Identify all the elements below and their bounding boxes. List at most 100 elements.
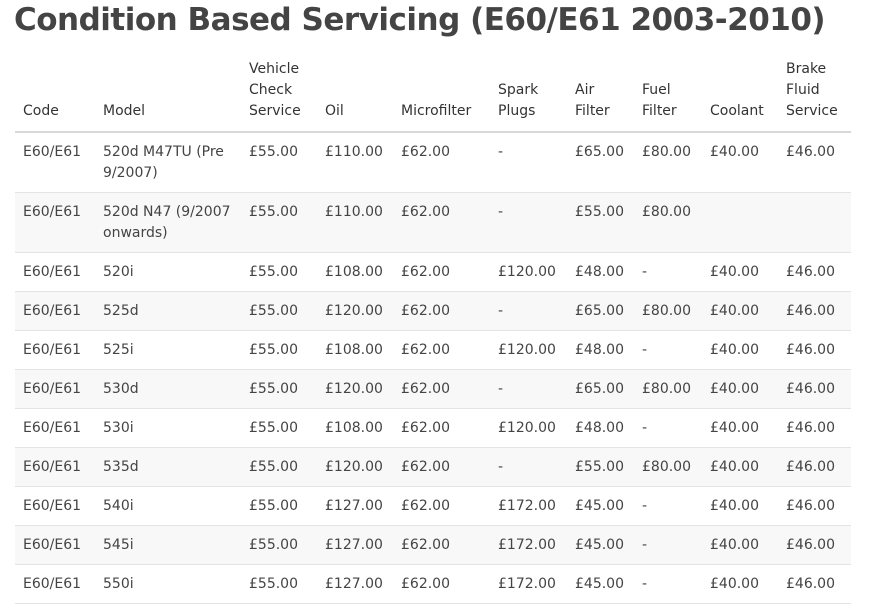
cell-spark-plugs: - <box>490 447 567 487</box>
cell-microfilter: £62.00 <box>393 330 490 370</box>
table-header: Code Model Vehicle Check Service Oil Microfi… <box>15 56 851 133</box>
column-header-code: Code <box>15 56 95 133</box>
cell-code: E60/E61 <box>15 486 95 526</box>
cell-fuel-filter: - <box>634 252 702 292</box>
cell-model: 535d <box>95 447 241 487</box>
cell-air-filter: £45.00 <box>567 486 634 526</box>
column-header-fuel-filter: Fuel Filter <box>634 56 702 133</box>
cell-spark-plugs: £172.00 <box>490 525 567 565</box>
cell-microfilter: £62.00 <box>393 369 490 409</box>
cell-microfilter: £62.00 <box>393 564 490 604</box>
cell-spark-plugs: £120.00 <box>490 252 567 292</box>
cell-model: 530d <box>95 369 241 409</box>
cell-fuel-filter: - <box>634 525 702 565</box>
cell-oil: £108.00 <box>317 408 393 448</box>
cell-air-filter: £48.00 <box>567 252 634 292</box>
cell-vehicle-check-service: £55.00 <box>241 252 317 292</box>
column-header-spark-plugs: Spark Plugs <box>490 56 567 133</box>
cell-vehicle-check-service: £55.00 <box>241 564 317 604</box>
cell-oil: £108.00 <box>317 330 393 370</box>
table-row: E60/E61 535d £55.00 £120.00 £62.00- £55.00 £80… <box>15 447 851 487</box>
cell-vehicle-check-service: £55.00 <box>241 525 317 565</box>
column-header-microfilter: Microfilter <box>393 56 490 133</box>
cell-air-filter: £65.00 <box>567 132 634 193</box>
column-header-model: Model <box>95 56 241 133</box>
cell-model: 520d M47TU (Pre 9/2007) <box>95 132 241 193</box>
service-price-table: Code Model Vehicle Check Service Oil Microfi… <box>15 56 851 604</box>
cell-fuel-filter: - <box>634 564 702 604</box>
cell-brake-fluid-service: £46.00 <box>778 408 851 448</box>
cell-coolant: £40.00 <box>702 291 778 331</box>
cell-air-filter: £55.00 <box>567 447 634 487</box>
table-row: E60/E61 520i £55.00 £108.00 £62.00 £120.00 £48… <box>15 252 851 292</box>
cell-brake-fluid-service: £46.00 <box>778 132 851 193</box>
cell-air-filter: £48.00 <box>567 408 634 448</box>
cell-model: 520d N47 (9/2007 onwards) <box>95 192 241 253</box>
cell-coolant: £40.00 <box>702 408 778 448</box>
cell-code: E60/E61 <box>15 192 95 253</box>
cell-spark-plugs: £172.00 <box>490 486 567 526</box>
cell-fuel-filter: £80.00 <box>634 132 702 193</box>
cell-brake-fluid-service: £46.00 <box>778 252 851 292</box>
cell-microfilter: £62.00 <box>393 192 490 253</box>
cell-air-filter: £55.00 <box>567 192 634 253</box>
cell-fuel-filter: £80.00 <box>634 447 702 487</box>
cell-coolant: £40.00 <box>702 564 778 604</box>
cell-code: E60/E61 <box>15 252 95 292</box>
column-header-vehicle-check-service: Vehicle Check Service <box>241 56 317 133</box>
cell-fuel-filter: £80.00 <box>634 291 702 331</box>
cell-oil: £127.00 <box>317 486 393 526</box>
cell-oil: £110.00 <box>317 192 393 253</box>
cell-spark-plugs: £120.00 <box>490 408 567 448</box>
table-header-row: Code Model Vehicle Check Service Oil Microfi… <box>15 56 851 133</box>
cell-brake-fluid-service: £46.00 <box>778 486 851 526</box>
table-row: E60/E61 520d M47TU (Pre 9/2007) £55.00 £110… <box>15 132 851 193</box>
cell-brake-fluid-service: £46.00 <box>778 369 851 409</box>
cell-fuel-filter: £80.00 <box>634 369 702 409</box>
cell-coolant: £40.00 <box>702 132 778 193</box>
cell-model: 540i <box>95 486 241 526</box>
cell-air-filter: £65.00 <box>567 369 634 409</box>
cell-fuel-filter: - <box>634 330 702 370</box>
table-body: E60/E61 520d M47TU (Pre 9/2007) £55.00 £110… <box>15 132 851 604</box>
cell-spark-plugs: - <box>490 192 567 253</box>
column-header-brake-fluid-service: Brake Fluid Service <box>778 56 851 133</box>
cell-air-filter: £65.00 <box>567 291 634 331</box>
cell-vehicle-check-service: £55.00 <box>241 291 317 331</box>
cell-coolant: £40.00 <box>702 447 778 487</box>
cell-model: 530i <box>95 408 241 448</box>
cell-model: 545i <box>95 525 241 565</box>
table-row: E60/E61 530d £55.00 £120.00 £62.00- £65.00 £80… <box>15 369 851 409</box>
cell-oil: £108.00 <box>317 252 393 292</box>
cell-code: E60/E61 <box>15 447 95 487</box>
cell-spark-plugs: - <box>490 132 567 193</box>
table-row: E60/E61 540i £55.00 £127.00 £62.00 £172.00 £45… <box>15 486 851 526</box>
cell-code: E60/E61 <box>15 564 95 604</box>
cell-vehicle-check-service: £55.00 <box>241 408 317 448</box>
cell-spark-plugs: £172.00 <box>490 564 567 604</box>
cell-vehicle-check-service: £55.00 <box>241 132 317 193</box>
cell-model: 525i <box>95 330 241 370</box>
page-title: Condition Based Servicing (E60/E61 2003-… <box>14 2 826 38</box>
table-row: E60/E61 525i £55.00 £108.00 £62.00 £120.00 £48… <box>15 330 851 370</box>
cell-microfilter: £62.00 <box>393 132 490 193</box>
table-row: E60/E61 525d £55.00 £120.00 £62.00- £65.00 £80… <box>15 291 851 331</box>
cell-code: E60/E61 <box>15 525 95 565</box>
cell-coolant: £40.00 <box>702 330 778 370</box>
cell-coolant: £40.00 <box>702 252 778 292</box>
cell-oil: £127.00 <box>317 564 393 604</box>
cell-code: E60/E61 <box>15 330 95 370</box>
cell-brake-fluid-service: £46.00 <box>778 447 851 487</box>
cell-coolant <box>702 192 778 253</box>
cell-model: 550i <box>95 564 241 604</box>
cell-brake-fluid-service: £46.00 <box>778 330 851 370</box>
cell-vehicle-check-service: £55.00 <box>241 192 317 253</box>
cell-air-filter: £45.00 <box>567 564 634 604</box>
cell-fuel-filter: - <box>634 408 702 448</box>
cell-fuel-filter: - <box>634 486 702 526</box>
cell-vehicle-check-service: £55.00 <box>241 486 317 526</box>
cell-model: 525d <box>95 291 241 331</box>
cell-oil: £110.00 <box>317 132 393 193</box>
column-header-air-filter: Air Filter <box>567 56 634 133</box>
column-header-oil: Oil <box>317 56 393 133</box>
